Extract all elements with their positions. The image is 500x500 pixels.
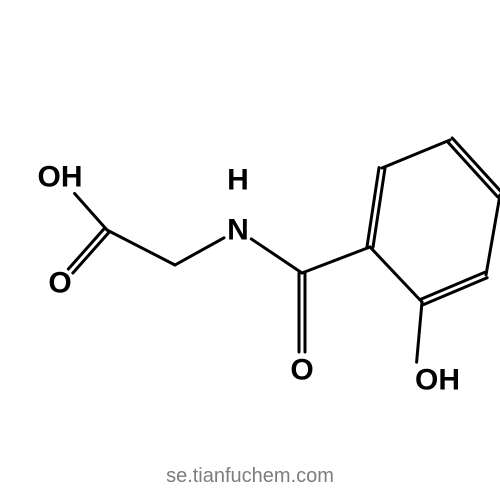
svg-text:N: N [227,214,249,247]
svg-text:H: H [227,164,249,197]
molecule-diagram: OH O NH O OH [0,0,500,500]
svg-text:O: O [290,354,313,387]
watermark-text: se.tianfuchem.com [166,465,334,488]
svg-text:OH: OH [38,161,83,194]
svg-text:O: O [48,267,71,300]
svg-text:OH: OH [415,364,460,397]
